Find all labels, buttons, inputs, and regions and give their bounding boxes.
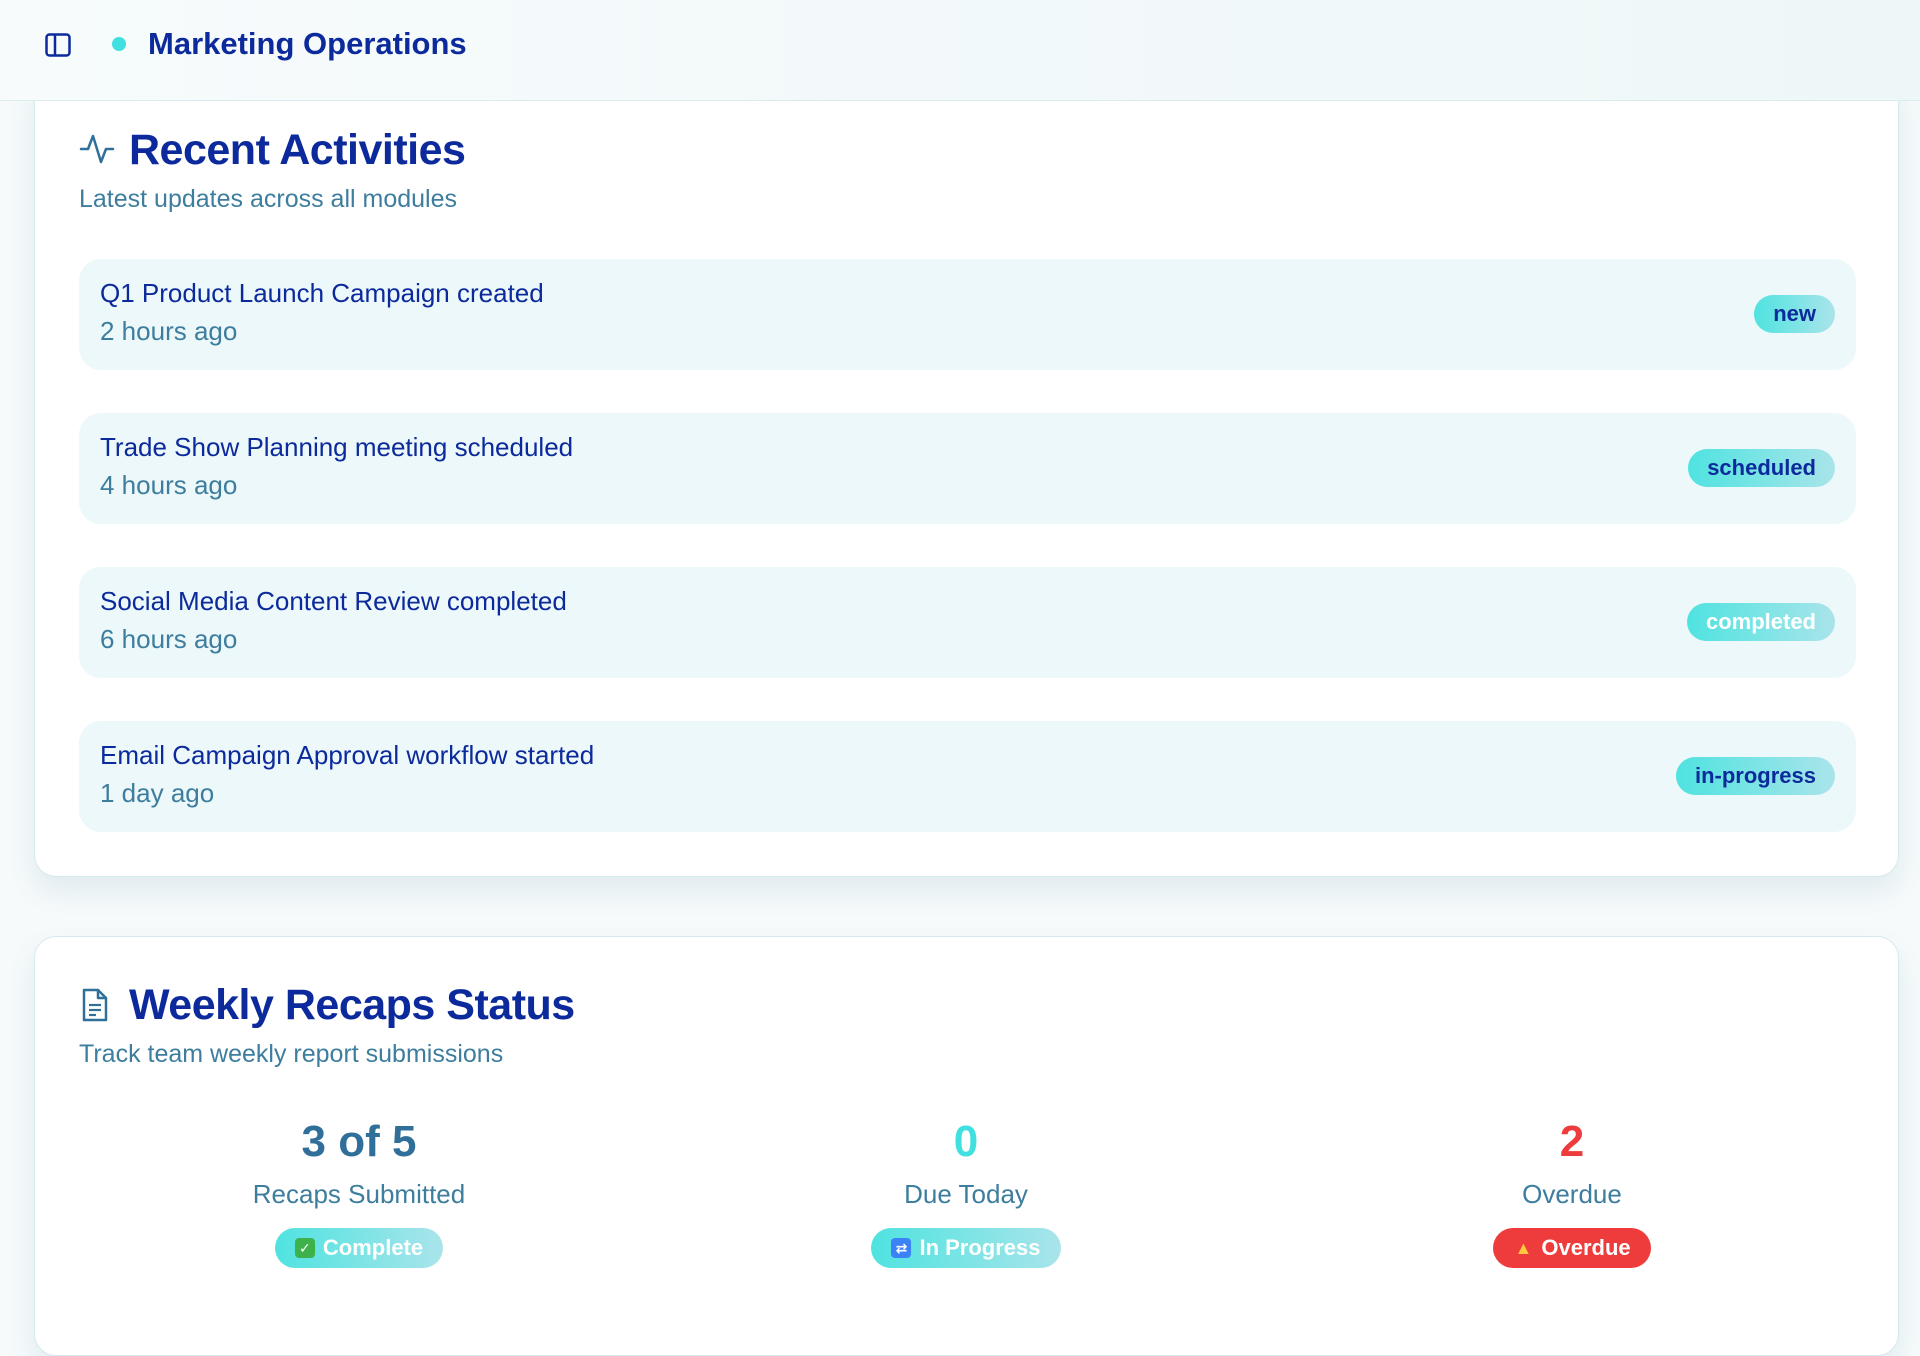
card-title: Recent Activities xyxy=(129,126,466,174)
complete-badge: ✓ Complete xyxy=(274,1228,444,1268)
stat-value: 3 of 5 xyxy=(301,1117,417,1166)
pill-label: In Progress xyxy=(919,1235,1041,1260)
activity-time: 6 hours ago xyxy=(100,624,238,654)
checkmark-icon: ✓ xyxy=(294,1238,315,1258)
sidebar-toggle-icon[interactable] xyxy=(44,32,72,58)
activity-item[interactable]: Email Campaign Approval workflow started… xyxy=(79,721,1856,832)
stat-due-today: 0 Due Today ⇄ In Progress xyxy=(766,1115,1166,1268)
top-bar: Marketing Operations xyxy=(0,0,1920,101)
overdue-badge: ▲ Overdue xyxy=(1493,1228,1651,1268)
activity-item[interactable]: Social Media Content Review completed 6 … xyxy=(79,567,1856,678)
pill-label: Complete xyxy=(322,1235,424,1260)
card-title: Weekly Recaps Status xyxy=(129,981,575,1029)
stat-overdue: 2 Overdue ▲ Overdue xyxy=(1372,1115,1772,1268)
status-badge: new xyxy=(1754,295,1835,333)
document-icon xyxy=(79,987,115,1023)
activity-title: Email Campaign Approval workflow started xyxy=(100,740,595,770)
activity-title: Q1 Product Launch Campaign created xyxy=(100,278,544,308)
status-badge: scheduled xyxy=(1688,449,1835,487)
refresh-icon: ⇄ xyxy=(891,1238,912,1258)
activity-pulse-icon xyxy=(79,131,115,167)
stat-label: Overdue xyxy=(1522,1179,1622,1209)
activity-title: Trade Show Planning meeting scheduled xyxy=(100,432,574,462)
activity-time: 4 hours ago xyxy=(100,470,238,500)
stat-recaps-submitted: 3 of 5 Recaps Submitted ✓ Complete xyxy=(159,1115,559,1268)
status-badge: completed xyxy=(1686,603,1835,641)
activity-item[interactable]: Trade Show Planning meeting scheduled 4 … xyxy=(79,413,1856,524)
activity-time: 2 hours ago xyxy=(100,316,238,346)
stat-label: Due Today xyxy=(904,1179,1028,1209)
card-subtitle: Latest updates across all modules xyxy=(79,185,457,213)
warning-icon: ▲ xyxy=(1514,1238,1533,1258)
activity-item[interactable]: Q1 Product Launch Campaign created 2 hou… xyxy=(79,259,1856,370)
status-badge: in-progress xyxy=(1675,757,1835,795)
activity-title: Social Media Content Review completed xyxy=(100,586,567,616)
weekly-recaps-card: Weekly Recaps Status Track team weekly r… xyxy=(34,936,1899,1356)
stat-label: Recaps Submitted xyxy=(252,1179,466,1209)
app-title: Marketing Operations xyxy=(148,26,467,61)
stat-value: 2 xyxy=(1559,1117,1585,1166)
pill-label: Overdue xyxy=(1541,1235,1631,1260)
activity-time: 1 day ago xyxy=(100,778,215,808)
stat-value: 0 xyxy=(953,1117,979,1166)
in-progress-badge: ⇄ In Progress xyxy=(871,1228,1061,1268)
card-subtitle: Track team weekly report submissions xyxy=(79,1040,504,1068)
status-dot xyxy=(112,37,126,51)
recent-activities-card: Recent Activities Latest updates across … xyxy=(34,80,1899,877)
